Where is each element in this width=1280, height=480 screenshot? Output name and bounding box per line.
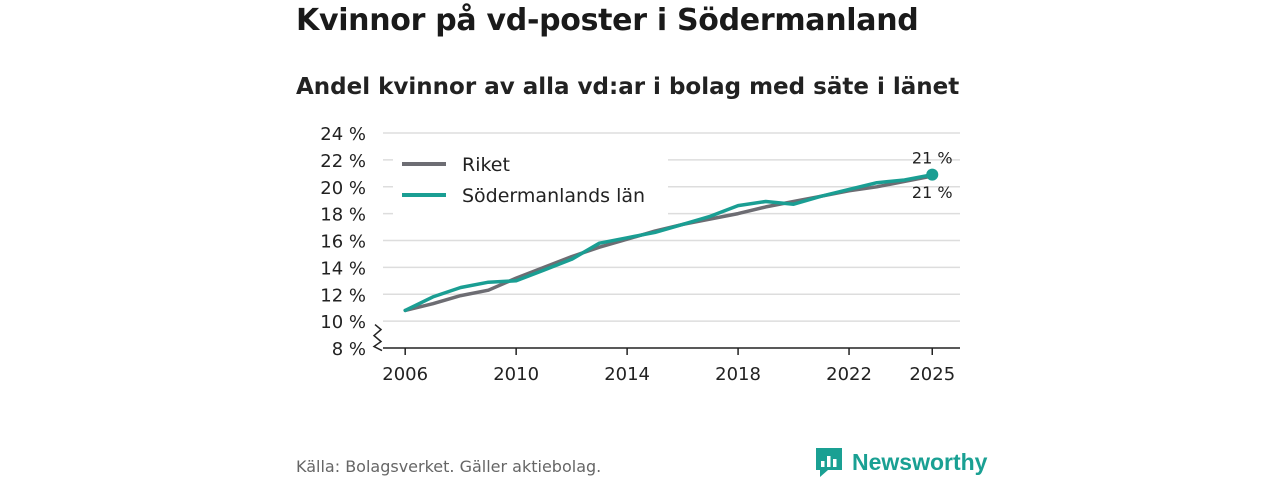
y-tick-label: 10 %	[320, 312, 366, 333]
end-label-sodermanland: 21 %	[912, 149, 953, 168]
series-line-sodermanland	[403, 172, 935, 313]
newsworthy-logo-icon	[816, 448, 842, 477]
x-tick-label: 2018	[715, 364, 761, 385]
source-note: Källa: Bolagsverket. Gäller aktiebolag.	[296, 457, 602, 476]
y-tick-label: 22 %	[320, 151, 366, 172]
end-labels: 21 % 21 %	[912, 149, 953, 202]
y-tick-label: 18 %	[320, 205, 366, 226]
chart-title: Kvinnor på vd-poster i Södermanland	[296, 3, 919, 38]
chart-subtitle: Andel kvinnor av alla vd:ar i bolag med …	[296, 74, 960, 100]
axes: 8 % 10 % 12 % 14 % 16 % 18 % 20 % 22 % 24 % 2006 2…	[320, 124, 960, 385]
legend-label: Södermanlands län	[462, 185, 645, 207]
x-tick-label: 2022	[826, 364, 872, 385]
legend-label: Riket	[462, 154, 510, 176]
brand-logo: Newsworthy	[814, 446, 987, 478]
legend-background	[393, 148, 668, 216]
endpoint-marker-sodermanland	[926, 168, 939, 181]
x-tick-label: 2014	[604, 364, 650, 385]
y-tick-label: 12 %	[320, 285, 366, 306]
y-tick-label: 24 %	[320, 124, 366, 145]
series-lines	[403, 168, 939, 313]
y-tick-label: 14 %	[320, 258, 366, 279]
y-tick-label: 16 %	[320, 232, 366, 253]
x-tick-label: 2025	[909, 364, 955, 385]
x-tick-label: 2010	[493, 364, 539, 385]
y-tick-label: 20 %	[320, 178, 366, 199]
brand-name: Newsworthy	[852, 448, 988, 475]
legend: Riket Södermanlands län	[393, 148, 668, 216]
x-tick-label: 2006	[382, 364, 428, 385]
axis-break-icon	[372, 323, 383, 352]
y-tick-label: 8 %	[332, 339, 366, 360]
end-label-riket: 21 %	[912, 183, 953, 202]
